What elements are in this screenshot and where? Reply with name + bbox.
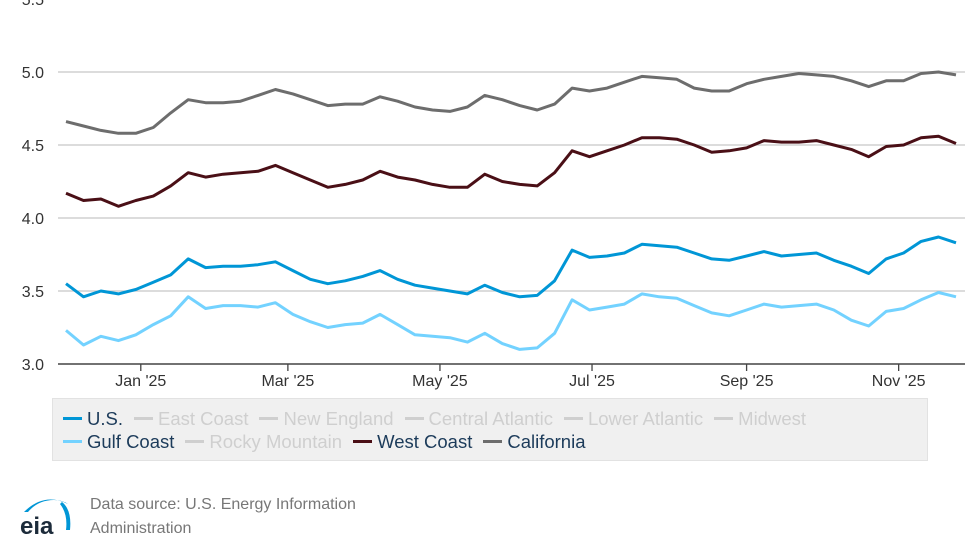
y-axis: 3.0 3.5 4.0 4.5 5.0 5.5	[22, 0, 44, 374]
y-tick-label: 5.5	[22, 0, 44, 9]
y-tick-label: 5.0	[22, 65, 44, 82]
legend-item-east-coast[interactable]: East Coast	[133, 407, 249, 430]
y-tick-label: 3.0	[22, 357, 44, 374]
series-line	[65, 70, 957, 135]
x-tick-label: Jul '25	[569, 373, 615, 390]
legend-swatch-icon	[63, 417, 82, 420]
series-west-coast	[65, 134, 957, 208]
legend-row: Gulf Coast Rocky Mountain West Coast Califo…	[63, 430, 927, 453]
legend-swatch-icon	[563, 417, 583, 420]
legend-item-lower-atlantic[interactable]: Lower Atlantic	[563, 407, 704, 430]
legend-label: Central Atlantic	[428, 407, 553, 429]
x-tick-label: Jan '25	[115, 373, 166, 390]
legend-swatch-icon	[133, 417, 153, 420]
series-line	[65, 235, 957, 299]
legend-label: U.S.	[87, 407, 123, 429]
legend-label: Midwest	[738, 407, 807, 429]
series-line	[65, 134, 957, 208]
legend-item-new-england[interactable]: New England	[259, 407, 394, 430]
legend-item-west-coast[interactable]: West Coast	[353, 431, 472, 453]
legend-label: California	[507, 430, 586, 452]
legend-item-midwest[interactable]: Midwest	[714, 408, 806, 430]
legend-item-california[interactable]: California	[483, 430, 586, 453]
legend-swatch-icon	[483, 440, 503, 443]
legend: U.S. East Coast New England Central Atlanti…	[52, 398, 928, 461]
line-chart: 3.0 3.5 4.0 4.5 5.0 5.5 Jan '25 Mar '25 May '25…	[22, 0, 965, 390]
series-lines	[65, 70, 957, 351]
legend-item-central-atlantic[interactable]: Central Atlantic	[404, 407, 553, 430]
legend-label: New England	[283, 407, 394, 429]
y-tick-label: 4.5	[22, 138, 44, 155]
series-california	[65, 70, 957, 135]
gridlines	[58, 71, 965, 292]
legend-swatch-icon	[259, 417, 279, 420]
legend-item-u-s[interactable]: U.S.	[63, 408, 123, 430]
legend-swatch-icon	[185, 440, 205, 443]
legend-label: Gulf Coast	[87, 430, 175, 452]
eia-logo: eia	[20, 499, 71, 538]
series-line	[65, 291, 957, 351]
legend-swatch-icon	[353, 440, 373, 443]
legend-item-gulf-coast[interactable]: Gulf Coast	[63, 431, 174, 453]
x-tick-label: Mar '25	[261, 373, 314, 390]
legend-label: West Coast	[377, 430, 473, 452]
x-tick-label: May '25	[412, 373, 468, 390]
series-gulf-coast	[65, 291, 957, 351]
data-source-note: Data source: U.S. Energy Information Adm…	[90, 496, 356, 537]
series-u-s	[65, 235, 957, 299]
legend-label: Lower Atlantic	[587, 407, 704, 429]
legend-row: U.S. East Coast New England Central Atlanti…	[63, 407, 927, 430]
x-axis: Jan '25 Mar '25 May '25 Jul '25 Sep '25 Nov '…	[58, 363, 965, 390]
legend-label: East Coast	[157, 407, 249, 429]
x-tick-label: Sep '25	[720, 373, 774, 390]
x-tick-label: Nov '25	[872, 373, 926, 390]
legend-item-rocky-mountain[interactable]: Rocky Mountain	[185, 431, 342, 453]
y-tick-label: 3.5	[22, 284, 44, 301]
y-tick-label: 4.0	[22, 211, 44, 228]
legend-swatch-icon	[714, 417, 734, 420]
legend-swatch-icon	[63, 440, 82, 443]
legend-label: Rocky Mountain	[209, 430, 343, 452]
legend-swatch-icon	[404, 417, 424, 420]
svg-text:eia: eia	[20, 513, 54, 538]
